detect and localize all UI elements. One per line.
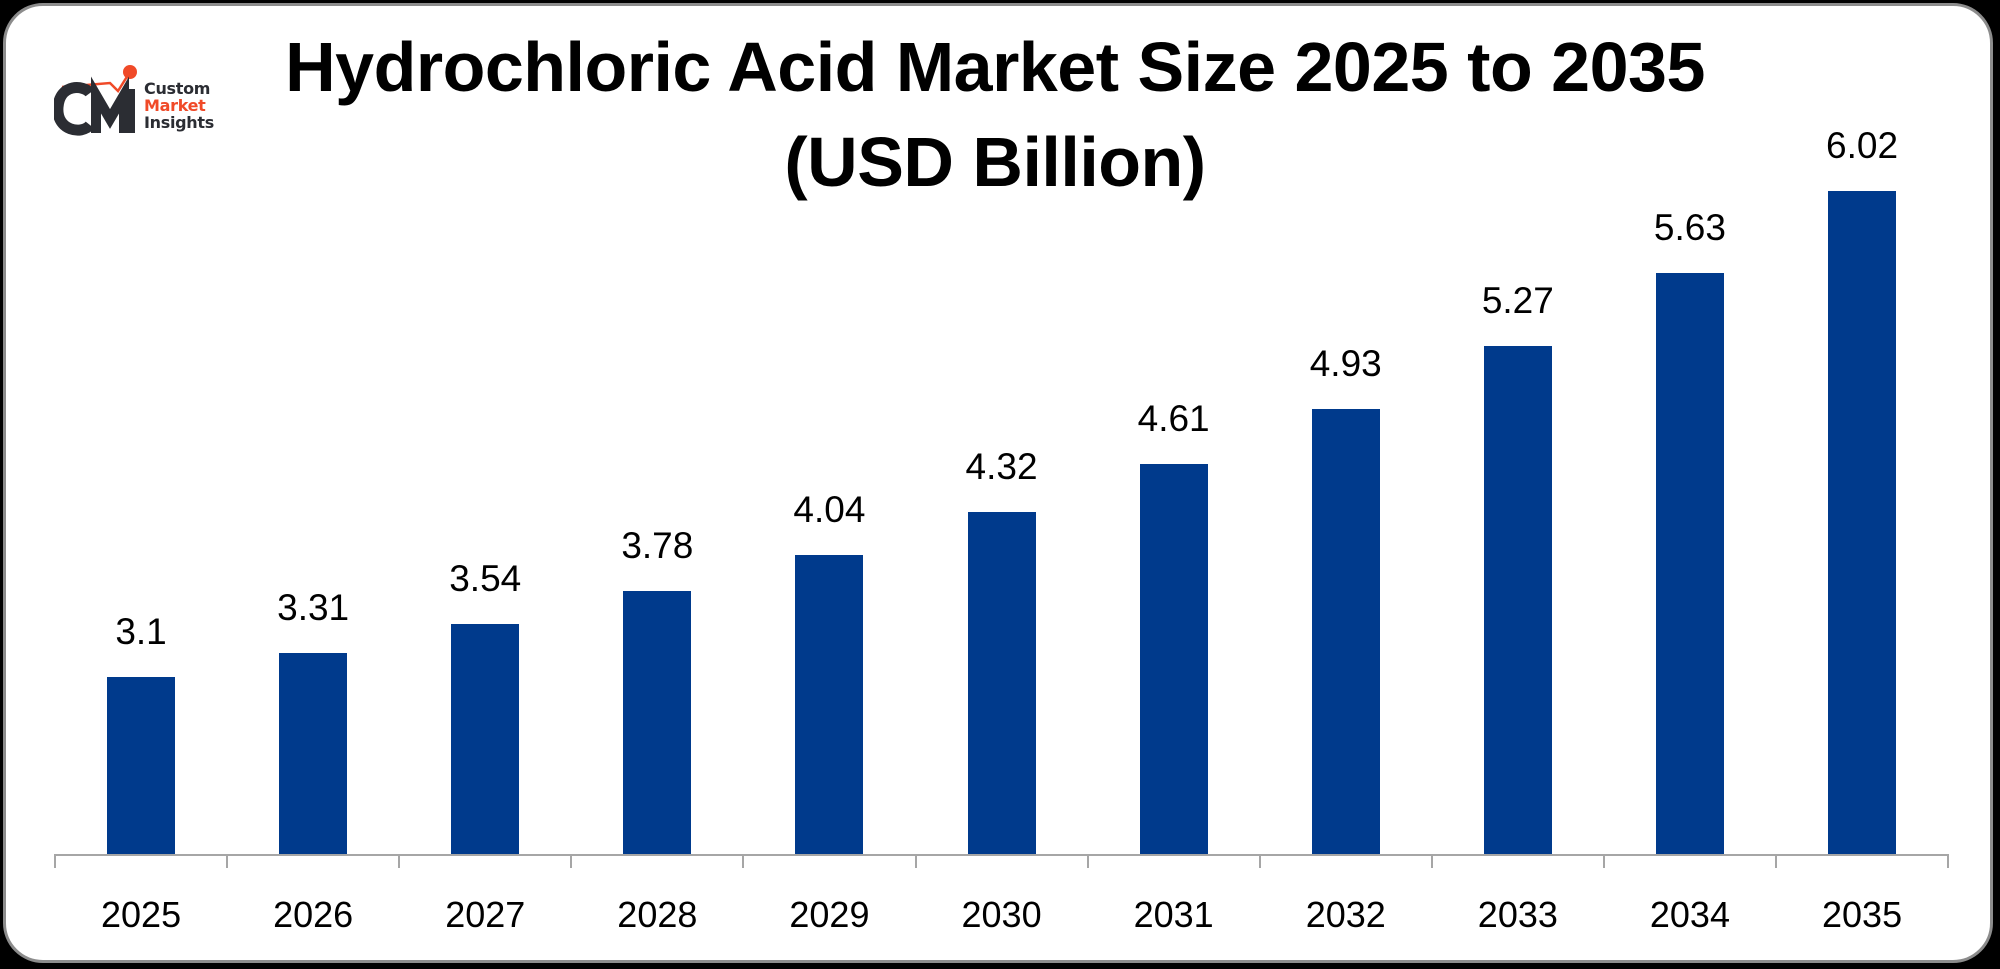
- x-axis-label-2026: 2026: [273, 894, 354, 935]
- bar-2032: [1311, 409, 1380, 854]
- data-label-2031: 4.61: [1137, 398, 1210, 439]
- x-axis-tick: [1430, 854, 1433, 868]
- data-label-2032: 4.93: [1309, 343, 1382, 384]
- data-label-2034: 5.63: [1653, 207, 1726, 248]
- chart-title: Hydrochloric Acid Market Size 2025 to 20…: [285, 28, 1705, 106]
- x-axis-line: [55, 854, 1948, 856]
- x-axis-tick: [1602, 854, 1605, 868]
- bar-2035: [1828, 191, 1897, 854]
- x-axis-label-2033: 2033: [1477, 894, 1558, 935]
- x-axis-label-2027: 2027: [445, 894, 526, 935]
- x-axis-tick: [54, 854, 56, 868]
- bar-2031: [1139, 464, 1208, 854]
- x-axis-tick: [1947, 854, 1950, 868]
- bar-2028: [623, 591, 692, 854]
- x-axis-tick: [398, 854, 401, 868]
- bar-2030: [967, 512, 1036, 854]
- logo-text-custom: Custom: [144, 79, 211, 98]
- bar-2034: [1655, 273, 1724, 854]
- x-axis-label-2034: 2034: [1649, 894, 1730, 935]
- data-label-2027: 3.54: [449, 558, 522, 599]
- bar-2029: [795, 555, 864, 854]
- x-axis-label-2029: 2029: [789, 894, 870, 935]
- x-axis-tick: [1775, 854, 1777, 868]
- data-label-2028: 3.78: [621, 525, 694, 566]
- x-axis-tick: [914, 854, 917, 868]
- x-axis-tick: [1258, 854, 1261, 868]
- bar-2027: [451, 624, 520, 854]
- x-axis-label-2028: 2028: [617, 894, 698, 935]
- logo-wordmark: Custom Market Insights: [144, 80, 214, 131]
- chart-card: Custom Market Insights Hydrochloric Acid…: [3, 3, 1993, 963]
- data-label-2030: 4.32: [965, 446, 1038, 487]
- x-axis-tick: [742, 854, 745, 868]
- bar-2033: [1483, 346, 1552, 854]
- data-label-2026: 3.31: [277, 587, 350, 628]
- data-label-2029: 4.04: [793, 489, 866, 530]
- chart-subtitle: (USD Billion): [784, 123, 1206, 201]
- logo-text-insights: Insights: [144, 113, 214, 132]
- bar-2025: [107, 677, 176, 854]
- x-axis-label-2025: 2025: [101, 894, 182, 935]
- data-label-2033: 5.27: [1481, 280, 1554, 321]
- x-axis-tick: [1086, 854, 1089, 868]
- cmi-logo-icon: [54, 65, 137, 136]
- data-label-2025: 3.1: [115, 611, 167, 652]
- x-axis-label-2031: 2031: [1133, 894, 1214, 935]
- x-axis-tick: [226, 854, 229, 868]
- logo-text-market: Market: [144, 96, 206, 115]
- bar-2026: [279, 653, 348, 854]
- x-axis-label-2032: 2032: [1305, 894, 1386, 935]
- x-axis-label-2030: 2030: [961, 894, 1042, 935]
- data-label-2035: 6.02: [1826, 125, 1899, 166]
- x-axis-tick: [570, 854, 573, 868]
- x-axis-label-2035: 2035: [1822, 894, 1903, 935]
- company-logo: Custom Market Insights: [54, 61, 244, 141]
